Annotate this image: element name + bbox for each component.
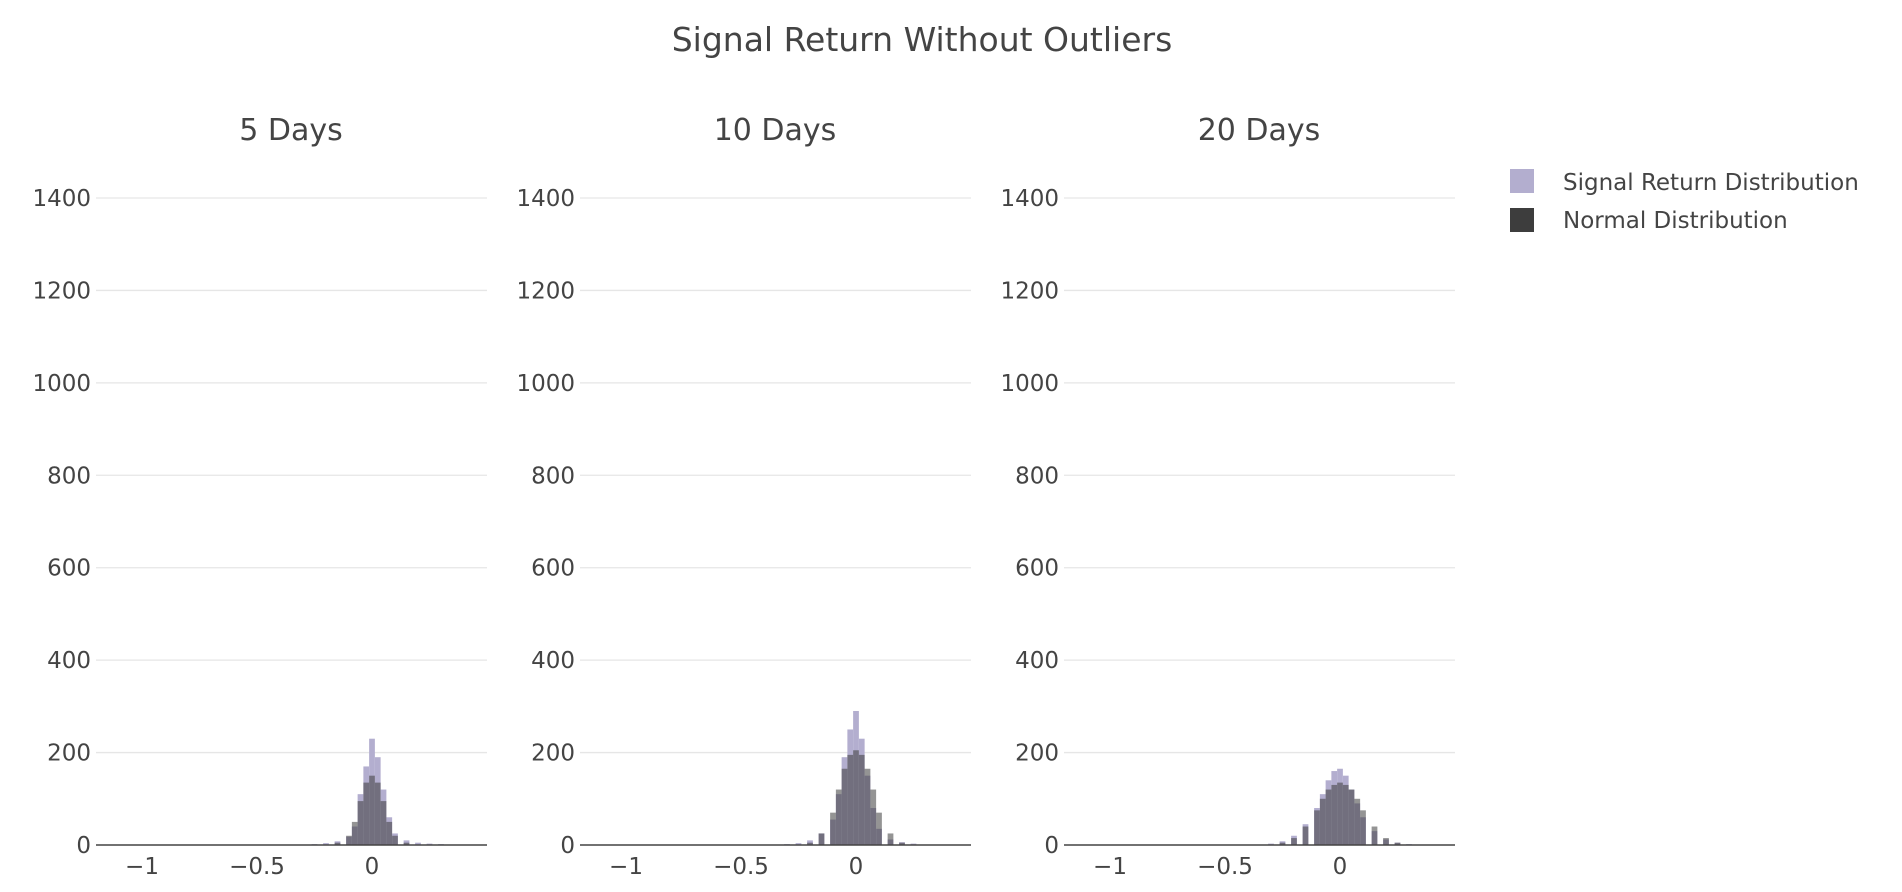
panel-20-days: 20 Days 0 200 400 600 800 1000 1200 1400 −1 −0.5 0 [1000, 113, 1455, 880]
legend-label-signal-return[interactable]: Signal Return Distribution [1563, 170, 1859, 196]
bar-normal [1360, 810, 1366, 845]
bar-normal [1394, 842, 1401, 845]
y-tick-label: 400 [531, 648, 575, 674]
bar-normal [1348, 789, 1355, 845]
panel-title-5-days: 5 Days [239, 113, 343, 148]
bar-normal [357, 801, 364, 845]
bar-normal [830, 812, 836, 845]
panel-5-days: 5 Days 0 200 400 600 800 1000 1200 1400 −1 −0.5 0 [32, 113, 487, 880]
bar-signal [323, 843, 329, 845]
bar-normal [374, 782, 381, 845]
y-tick-label: 1000 [516, 371, 575, 397]
legend-swatch-signal-return[interactable] [1510, 169, 1534, 193]
y-tick-label: 600 [531, 556, 575, 582]
x-tick-label: 0 [1333, 854, 1348, 880]
y-tick-label: 1000 [32, 371, 91, 397]
bar-normal [403, 842, 410, 845]
bar-normal [369, 775, 375, 845]
y-tick-label: 800 [47, 463, 91, 489]
y-tick-label: 800 [1015, 463, 1059, 489]
y-tick-label: 200 [531, 741, 575, 767]
bar-normal [1354, 798, 1361, 845]
bar-normal [847, 754, 854, 845]
bar-normal [1342, 784, 1349, 845]
legend-label-normal[interactable]: Normal Distribution [1563, 208, 1788, 234]
x-tick-label: −1 [609, 854, 643, 880]
bar-normal [1314, 810, 1320, 845]
y-tick-label: 1200 [32, 278, 91, 304]
chart-title: Signal Return Without Outliers [672, 20, 1173, 59]
bar-normal [1331, 784, 1338, 845]
bar-normal [841, 768, 848, 845]
x-tick-label: −0.5 [1197, 854, 1253, 880]
bar-normal [392, 835, 398, 845]
bar-normal [807, 842, 813, 845]
bar-normal [1319, 798, 1326, 845]
x-tick-label: −0.5 [713, 854, 769, 880]
y-tick-label: 1200 [516, 278, 575, 304]
x-tick-label: 0 [365, 854, 380, 880]
panel-10-days: 10 Days 0 200 400 600 800 1000 1200 1400 −1 −0.5 0 [516, 113, 971, 880]
bar-normal [858, 754, 865, 845]
bar-signal [415, 842, 421, 845]
y-tick-label: 1400 [32, 186, 91, 212]
y-tick-label: 600 [1015, 556, 1059, 582]
y-tick-label: 600 [47, 556, 91, 582]
y-tick-label: 1400 [1000, 186, 1059, 212]
bar-normal [346, 835, 352, 845]
bar-normal [363, 782, 370, 845]
y-tick-label: 1400 [516, 186, 575, 212]
x-tick-label: 0 [849, 854, 864, 880]
bar-normal [853, 750, 859, 845]
y-tick-label: 800 [531, 463, 575, 489]
panel-title-10-days: 10 Days [714, 113, 837, 148]
bar-normal [887, 833, 894, 845]
bar-normal [380, 801, 387, 845]
x-tick-label: −1 [1093, 854, 1127, 880]
y-tick-label: 400 [47, 648, 91, 674]
y-tick-label: 400 [1015, 648, 1059, 674]
bar-normal [864, 768, 871, 845]
bar-normal [835, 789, 842, 845]
bar-normal [1279, 842, 1286, 845]
y-tick-label: 1200 [1000, 278, 1059, 304]
y-tick-label: 1000 [1000, 371, 1059, 397]
y-tick-label: 0 [76, 833, 91, 859]
bar-normal [1337, 782, 1343, 845]
bar-signal [795, 843, 802, 845]
bar-normal [870, 789, 877, 845]
bar-normal [386, 821, 393, 845]
bar-normal [1291, 838, 1297, 845]
bar-normal [1371, 826, 1378, 845]
bar-normal [899, 842, 905, 845]
x-tick-label: −1 [125, 854, 159, 880]
panel-title-20-days: 20 Days [1198, 113, 1321, 148]
bar-normal [818, 833, 825, 845]
bar-normal [1302, 826, 1309, 845]
bar-normal [334, 842, 341, 845]
legend: Signal Return Distribution Normal Distri… [1510, 169, 1859, 234]
x-tick-label: −0.5 [229, 854, 285, 880]
bar-normal [351, 821, 358, 845]
bar-normal [1325, 789, 1332, 845]
y-tick-label: 200 [1015, 741, 1059, 767]
bar-normal [1383, 838, 1389, 845]
bar-normal [876, 812, 882, 845]
y-tick-label: 0 [1044, 833, 1059, 859]
y-tick-label: 0 [560, 833, 575, 859]
legend-swatch-normal[interactable] [1510, 208, 1534, 232]
y-tick-label: 200 [47, 741, 91, 767]
